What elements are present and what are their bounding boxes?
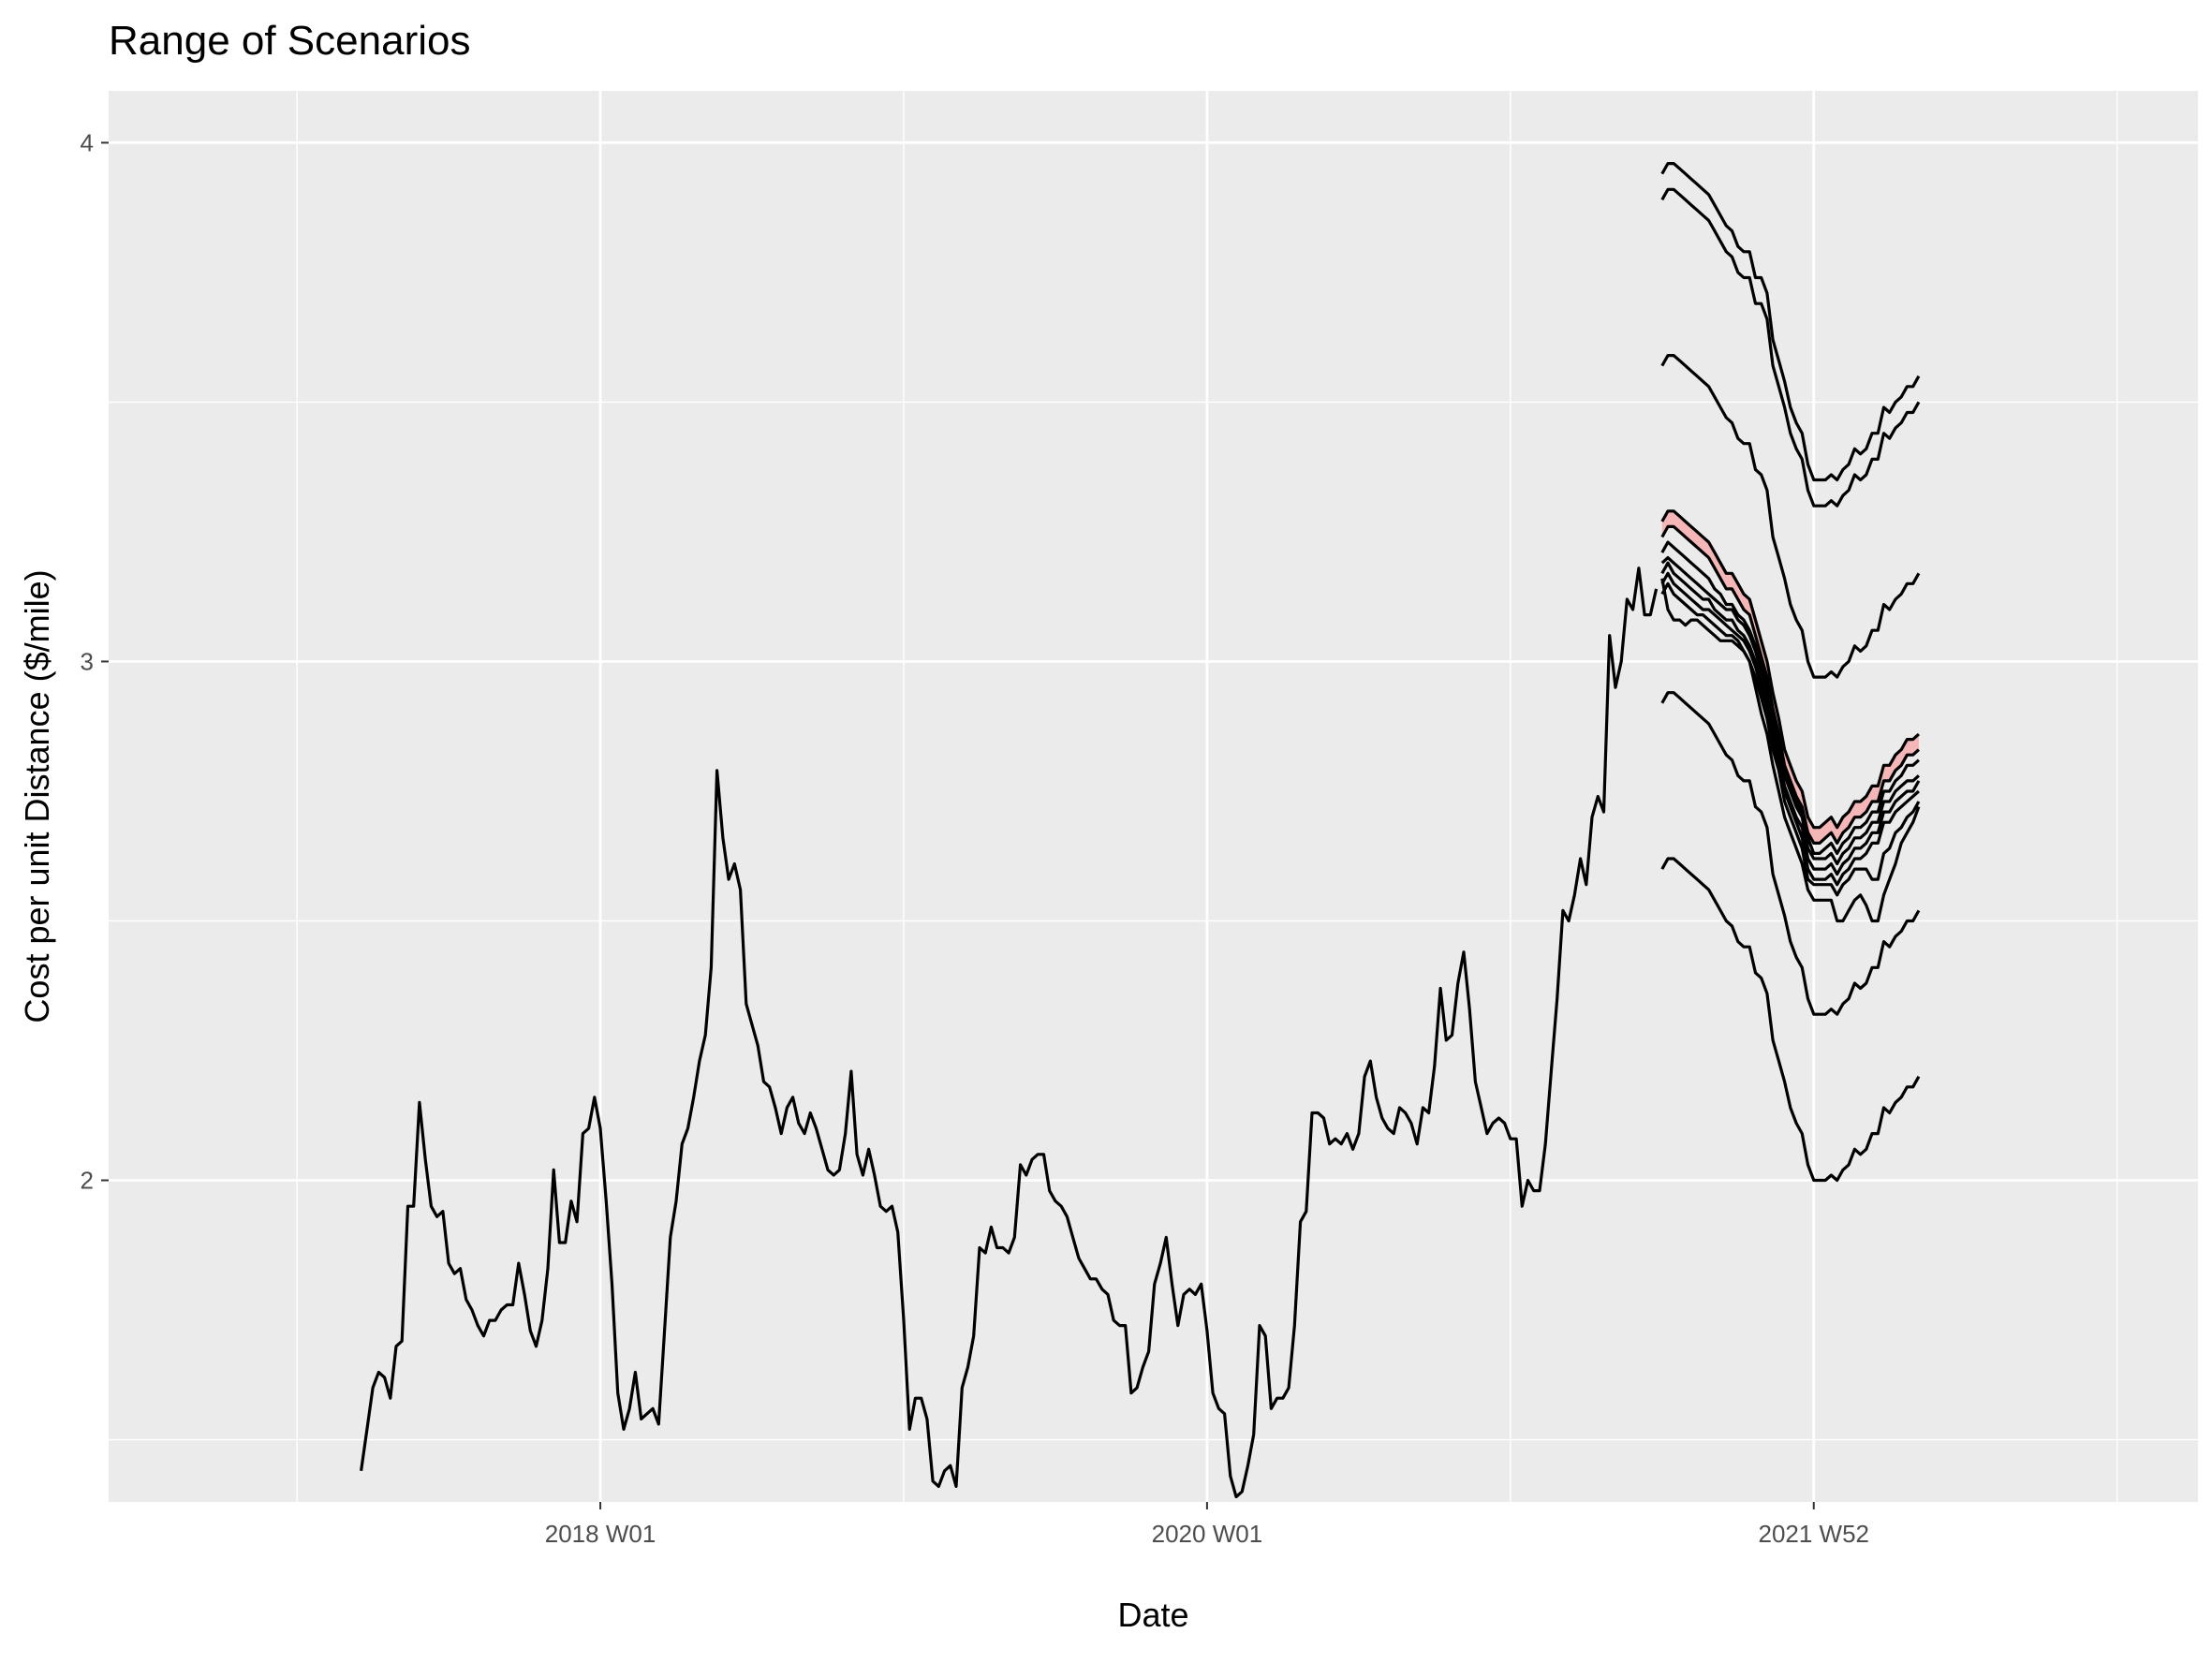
forecast-scenario-line: [1660, 691, 1921, 1016]
forecast-scenario-line: [1660, 187, 1921, 508]
y-tick-label: 4: [81, 128, 94, 156]
x-axis: 2018 W01 2020 W01 2021 W52: [545, 1502, 1869, 1548]
forecast-scenario-line: [1660, 509, 1920, 830]
forecast-scenario-line: [1660, 556, 1920, 866]
forecast-scenario-line: [1660, 581, 1921, 897]
y-tick-label: 2: [81, 1166, 94, 1194]
y-axis: 2 3 4: [81, 128, 109, 1194]
series-lines: [360, 162, 1921, 1499]
plot-panel: [109, 91, 2198, 1502]
y-axis-title: Cost per unit Distance ($/mile): [18, 569, 56, 1023]
chart-title: Range of Scenarios: [109, 18, 470, 64]
x-tick-label: 2021 W52: [1758, 1520, 1869, 1548]
forecast-scenario-line: [1660, 354, 1921, 679]
forecast-scenario-line: [1660, 571, 1920, 887]
forecast-scenario-line: [1660, 524, 1920, 845]
forecast-scenario-line: [1660, 578, 1921, 923]
forecast-scenario-line: [1660, 540, 1920, 855]
x-axis-title: Date: [1117, 1596, 1188, 1634]
x-tick-label: 2018 W01: [545, 1520, 656, 1548]
forecast-scenario-line: [1660, 162, 1921, 482]
history-line: [360, 567, 1659, 1499]
forecast-scenario-line: [1660, 561, 1921, 876]
x-tick-label: 2020 W01: [1152, 1520, 1263, 1548]
forecast-scenario-line: [1660, 857, 1921, 1183]
y-tick-label: 3: [81, 647, 94, 675]
grid-minor: [109, 91, 2198, 1502]
